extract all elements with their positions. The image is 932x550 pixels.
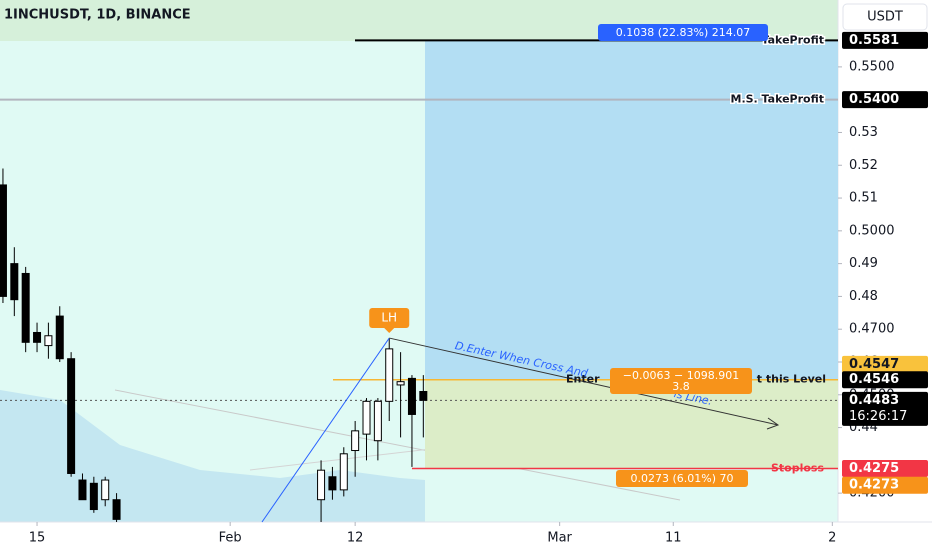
- candle-body: [33, 331, 42, 343]
- price-tag: [842, 31, 928, 49]
- lh-label: LH: [381, 311, 397, 325]
- price-tag: [842, 476, 928, 494]
- x-tick-label: 12: [347, 531, 364, 546]
- arrow-head: [766, 417, 780, 430]
- target-zone: [425, 40, 838, 380]
- entry-label: Enter: [566, 373, 600, 386]
- y-tick-label: 0.4700: [849, 322, 895, 337]
- candle-body: [328, 476, 337, 491]
- stop-tag: [616, 470, 748, 487]
- level-name: Stoploss: [771, 462, 824, 475]
- trend-line: [114, 389, 681, 501]
- entry-label: t this Level: [757, 373, 826, 386]
- price-tag-label: 0.5400: [849, 92, 899, 107]
- x-tick-label: Mar: [547, 531, 572, 546]
- chart-title: 1INCHUSDT, 1D, BINANCE: [4, 8, 191, 23]
- price-tag: [842, 91, 928, 109]
- countdown: 16:26:17: [849, 409, 907, 424]
- y-tick-label: 0.48: [849, 289, 878, 304]
- target-label: 0.1038 (22.83%) 214.07: [616, 26, 751, 39]
- y-tick-label: 0.51: [849, 191, 878, 206]
- y-tick-label: 0.5500: [849, 59, 895, 74]
- lh-box: [369, 308, 410, 329]
- y-tick-label: 0.53: [849, 125, 878, 140]
- candle-body: [101, 479, 110, 501]
- y-tick-label: 0.52: [849, 158, 878, 173]
- stop-zone: [425, 379, 838, 469]
- candle-body: [385, 348, 394, 402]
- candle-body: [351, 430, 360, 452]
- drawing-arrow: [389, 337, 779, 426]
- level-name: TakeProfit: [762, 33, 824, 46]
- candle-body: [21, 272, 30, 343]
- x-tick-label: 11: [665, 531, 682, 546]
- price-tag: [842, 391, 928, 426]
- currency[interactable]: USDT: [867, 10, 903, 25]
- price-tag-label: 0.4546: [849, 372, 899, 387]
- price-tag: [842, 355, 928, 373]
- target-tag: [598, 24, 768, 41]
- candle-body: [362, 400, 371, 435]
- y-tick-label: 0.5000: [849, 223, 895, 238]
- candle-body: [317, 469, 326, 501]
- middle-label: −0.0063 − 1098.901: [623, 369, 739, 382]
- candle-body: [55, 315, 64, 360]
- candle-body: [10, 263, 19, 301]
- price-tag-label: 0.4547: [849, 357, 899, 372]
- middle-tag: [610, 368, 752, 394]
- price-tag: [842, 460, 928, 478]
- currency-button[interactable]: [842, 3, 928, 31]
- price-tag: [842, 371, 928, 389]
- candle-body: [44, 335, 53, 347]
- x-tick-label: 2: [828, 531, 836, 546]
- candle-body: [112, 499, 121, 520]
- lh-pointer: [384, 328, 395, 334]
- price-tag-label: 0.5581: [849, 33, 899, 48]
- candle-body: [339, 453, 348, 491]
- price-tag-label: 0.4273: [849, 478, 899, 493]
- candle-body: [89, 482, 98, 511]
- candle-body: [396, 381, 405, 386]
- candle-body: [67, 358, 76, 474]
- price-tag-label: 0.4275: [849, 461, 899, 476]
- drawing-line: [261, 337, 390, 523]
- stop-label: 0.0273 (6.01%) 70: [630, 472, 733, 485]
- x-tick-label: 15: [29, 531, 46, 546]
- y-tick-label: 0.49: [849, 256, 878, 271]
- candle-body: [78, 479, 87, 501]
- candle-body: [419, 391, 428, 401]
- candle-body: [0, 184, 7, 297]
- candles: [0, 168, 428, 522]
- candle-body: [373, 400, 382, 442]
- x-tick-label: Feb: [219, 531, 242, 546]
- price-tag-label: 0.4483: [849, 393, 899, 408]
- level-name: M.S. TakeProfit: [731, 93, 825, 106]
- candle-body: [407, 377, 416, 415]
- middle-label: 3.8: [672, 380, 690, 393]
